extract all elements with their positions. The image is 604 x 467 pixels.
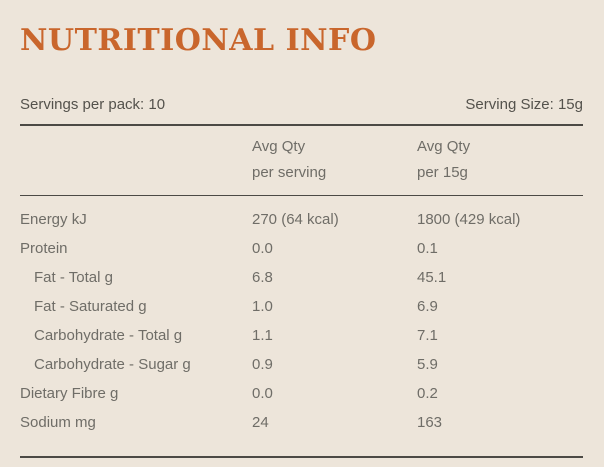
column-header-line: Avg Qty — [417, 137, 471, 155]
column-header-per-serving: Avg Qty per serving — [252, 134, 417, 186]
page-title: NUTRITIONAL INFO — [20, 23, 377, 58]
column-header-line: per serving — [252, 163, 327, 181]
row-value-per-15g: 1800 (429 kcal) — [417, 211, 521, 228]
row-label: Fat - Total g — [34, 269, 113, 286]
row-label: Fat - Saturated g — [34, 298, 147, 315]
row-value-per-15g: 7.1 — [417, 327, 438, 344]
servings-row: Servings per pack: 10 Serving Size: 15g — [20, 96, 583, 113]
row-value-per-serving: 1.0 — [252, 298, 273, 315]
row-value-per-15g: 0.2 — [417, 385, 438, 402]
row-value-per-15g: 45.1 — [417, 269, 447, 286]
table-row-sodium: Sodium mg 24 163 — [20, 408, 583, 437]
table-row-fat-total: Fat - Total g 6.8 45.1 — [20, 263, 583, 292]
table-header: Avg Qty per serving Avg Qty per 15g — [20, 126, 583, 195]
row-label: Carbohydrate - Total g — [34, 327, 183, 344]
serving-size-label: Serving Size: 15g — [465, 96, 583, 113]
table-row-protein: Protein 0.0 0.1 — [20, 234, 583, 263]
row-value-per-serving: 6.8 — [252, 269, 273, 286]
row-label: Dietary Fibre g — [20, 385, 119, 402]
row-value-per-serving: 1.1 — [252, 327, 273, 344]
row-value-per-serving: 0.9 — [252, 356, 273, 373]
row-label: Carbohydrate - Sugar g — [34, 356, 191, 373]
row-value-per-serving: 24 — [252, 414, 269, 431]
table-row-carbohydrate-total: Carbohydrate - Total g 1.1 7.1 — [20, 321, 583, 350]
column-header-line: Avg Qty — [252, 137, 306, 155]
table-row-fat-saturated: Fat - Saturated g 1.0 6.9 — [20, 292, 583, 321]
divider-top — [20, 124, 583, 126]
row-value-per-15g: 5.9 — [417, 356, 438, 373]
row-label: Sodium mg — [20, 414, 96, 431]
row-value-per-serving: 270 (64 kcal) — [252, 211, 339, 228]
table-body: Energy kJ 270 (64 kcal) 1800 (429 kcal) … — [20, 196, 583, 437]
row-value-per-serving: 0.0 — [252, 385, 273, 402]
column-header-per-15g: Avg Qty per 15g — [417, 134, 583, 186]
divider-bottom — [20, 456, 583, 458]
row-value-per-15g: 0.1 — [417, 240, 438, 257]
column-header-line: per 15g — [417, 163, 468, 181]
row-label: Energy kJ — [20, 211, 87, 228]
row-value-per-serving: 0.0 — [252, 240, 273, 257]
row-value-per-15g: 6.9 — [417, 298, 438, 315]
table-row-dietary-fibre: Dietary Fibre g 0.0 0.2 — [20, 379, 583, 408]
table-row-energy: Energy kJ 270 (64 kcal) 1800 (429 kcal) — [20, 205, 583, 234]
table-row-carbohydrate-sugar: Carbohydrate - Sugar g 0.9 5.9 — [20, 350, 583, 379]
row-value-per-15g: 163 — [417, 414, 443, 431]
row-label: Protein — [20, 240, 68, 257]
servings-per-pack-label: Servings per pack: 10 — [20, 96, 166, 113]
divider-header — [20, 194, 583, 196]
